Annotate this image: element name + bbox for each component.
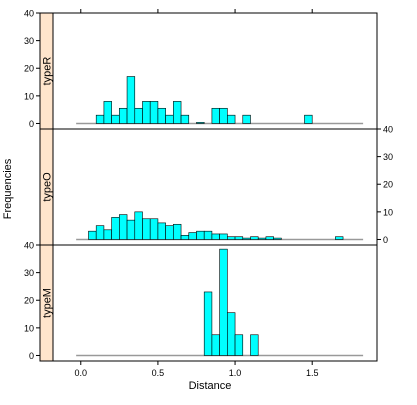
bar-typer-14 <box>219 107 228 124</box>
y-tick-label-typem-0: 0 <box>29 351 34 361</box>
bar-typeo-21 <box>250 236 259 240</box>
y-tick-label-typeo-0: 0 <box>383 235 388 245</box>
bar-typeo-4 <box>119 214 128 240</box>
bar-typem-1 <box>211 334 220 356</box>
bar-typer-17 <box>304 114 313 124</box>
bar-typer-12 <box>196 122 205 124</box>
bar-typeo-2 <box>103 229 112 240</box>
bar-typeo-1 <box>95 225 105 240</box>
bar-typeo-25 <box>335 236 344 240</box>
panel-frame-typem <box>52 244 378 362</box>
strip-label-typeo: typeO <box>42 172 54 202</box>
y-tick-label-typem-40: 40 <box>24 241 34 251</box>
bar-typeo-17 <box>219 233 228 240</box>
bar-typer-1 <box>103 101 112 124</box>
bar-typer-7 <box>149 101 159 124</box>
bar-typem-0 <box>203 291 213 356</box>
x-tick-label-1.5: 1.5 <box>306 368 319 378</box>
bar-typeo-23 <box>265 236 274 240</box>
bar-typeo-16 <box>211 233 220 240</box>
bar-typeo-20 <box>242 237 251 240</box>
bar-typeo-3 <box>111 217 120 240</box>
y-tick-label-typer-20: 20 <box>24 64 34 74</box>
y-tick-label-typer-10: 10 <box>24 91 34 101</box>
y-tick-label-typer-30: 30 <box>24 36 34 46</box>
y-tick-label-typeo-30: 30 <box>383 152 393 162</box>
bar-typeo-0 <box>88 230 97 240</box>
y-tick-label-typeo-20: 20 <box>383 180 393 190</box>
bar-typer-8 <box>157 107 166 124</box>
bar-typeo-9 <box>157 222 166 240</box>
bar-typer-11 <box>180 114 190 124</box>
bar-typem-5 <box>250 334 259 356</box>
bar-typeo-15 <box>203 230 213 240</box>
bar-typeo-24 <box>273 237 282 240</box>
y-tick-label-typeo-10: 10 <box>383 207 393 217</box>
bar-typeo-8 <box>149 218 159 240</box>
bar-typeo-11 <box>173 223 182 240</box>
bar-typeo-12 <box>180 235 190 240</box>
strip-label-typer: typeR <box>42 57 54 86</box>
strip-label-typem: typeM <box>42 288 54 318</box>
y-tick-label-typeo-40: 40 <box>383 125 393 135</box>
bar-typer-4 <box>126 76 136 124</box>
y-tick-label-typer-40: 40 <box>24 9 34 19</box>
x-tick-label-1.0: 1.0 <box>229 368 242 378</box>
x-axis-title: Distance <box>189 380 232 392</box>
bar-typer-3 <box>119 107 128 124</box>
bar-typer-2 <box>111 114 120 124</box>
bar-typer-15 <box>227 114 236 124</box>
y-tick-label-typer-0: 0 <box>29 119 34 129</box>
y-axis-title: Frequencies <box>2 158 14 219</box>
bar-typem-3 <box>227 312 236 356</box>
bar-typeo-19 <box>234 236 244 240</box>
bar-typer-10 <box>173 101 182 124</box>
y-tick-label-typem-10: 10 <box>24 323 34 333</box>
bar-typem-4 <box>234 334 244 356</box>
x-tick-label-0.0: 0.0 <box>75 368 88 378</box>
bar-typeo-10 <box>165 225 174 240</box>
bar-typer-16 <box>242 114 251 124</box>
bar-typer-6 <box>142 101 151 124</box>
bar-typeo-18 <box>227 236 236 240</box>
bar-typer-5 <box>134 107 143 124</box>
bar-typer-9 <box>165 114 174 124</box>
bar-typer-0 <box>95 114 105 124</box>
bar-typeo-13 <box>188 232 197 240</box>
x-tick-label-0.5: 0.5 <box>152 368 165 378</box>
bar-typeo-22 <box>257 237 267 240</box>
y-tick-label-typem-30: 30 <box>24 268 34 278</box>
y-tick-label-typem-20: 20 <box>24 296 34 306</box>
bar-typem-2 <box>219 248 228 356</box>
bar-typeo-6 <box>134 211 143 240</box>
bar-typeo-7 <box>142 218 151 240</box>
bar-typeo-5 <box>126 219 136 240</box>
bar-typeo-14 <box>196 230 205 240</box>
bar-typer-13 <box>211 107 220 124</box>
